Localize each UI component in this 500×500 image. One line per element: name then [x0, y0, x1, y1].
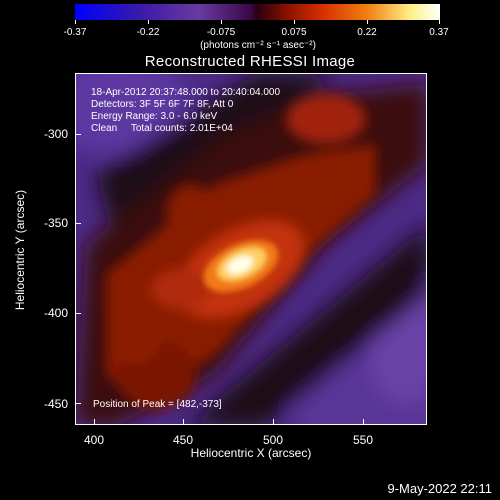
info-detectors: Detectors: 3F 5F 6F 7F 8F, Att 0: [91, 99, 234, 110]
y-axis-label: Heliocentric Y (arcsec): [13, 189, 27, 311]
info-energy-range: Energy Range: 3.0 - 6.0 keV: [91, 111, 218, 122]
colorbar-tick-mark: [367, 20, 368, 24]
y-tick-label: -450: [43, 397, 68, 411]
x-axis-label: Heliocentric X (arcsec): [190, 446, 312, 460]
x-tick-label: 450: [172, 433, 194, 447]
colorbar: [75, 4, 440, 20]
colorbar-tick-label: -0.075: [206, 27, 236, 38]
colorbar-tick-mark: [148, 20, 149, 24]
y-tick-mark: [75, 313, 81, 314]
x-tick-mark: [94, 419, 95, 425]
colorbar-tick-label: -0.37: [63, 27, 87, 38]
y-tick-mark: [75, 403, 81, 404]
x-tick-label: 550: [352, 433, 374, 447]
colorbar-tick-mark: [294, 20, 295, 24]
colorbar-tick-label: 0.075: [281, 27, 307, 38]
colorbar-tick-mark: [221, 20, 222, 24]
x-tick-mark: [183, 419, 184, 425]
y-tick-mark: [75, 223, 81, 224]
colorbar-tick-mark: [75, 20, 76, 24]
x-tick-mark: [273, 419, 274, 425]
y-tick-label: -350: [43, 216, 68, 230]
solar-image-plot: 18-Apr-2012 20:37:48.000 to 20:40:04.000…: [75, 73, 427, 425]
colorbar-tick-label: -0.22: [136, 27, 160, 38]
solar-image: [76, 74, 426, 424]
peak-position-label: Position of Peak = [482,-373]: [93, 399, 222, 410]
x-tick-label: 400: [83, 433, 105, 447]
info-clean-counts: Clean Total counts: 2.01E+04: [91, 123, 233, 134]
info-time-range: 18-Apr-2012 20:37:48.000 to 20:40:04.000: [91, 87, 281, 98]
colorbar-tick-label: 0.22: [357, 27, 377, 38]
y-tick-label: -300: [43, 127, 68, 141]
datestamp: 9-May-2022 22:11: [387, 481, 492, 496]
colorbar-tick-label: 0.37: [429, 27, 449, 38]
colorbar-tick-mark: [439, 20, 440, 24]
x-tick-label: 500: [262, 433, 284, 447]
x-tick-mark: [363, 419, 364, 425]
colorbar-units-label: (photons cm⁻² s⁻¹ asec⁻²): [200, 40, 316, 51]
y-tick-mark: [75, 134, 81, 135]
image-title: Reconstructed RHESSI Image: [144, 53, 356, 70]
y-tick-label: -400: [43, 306, 68, 320]
